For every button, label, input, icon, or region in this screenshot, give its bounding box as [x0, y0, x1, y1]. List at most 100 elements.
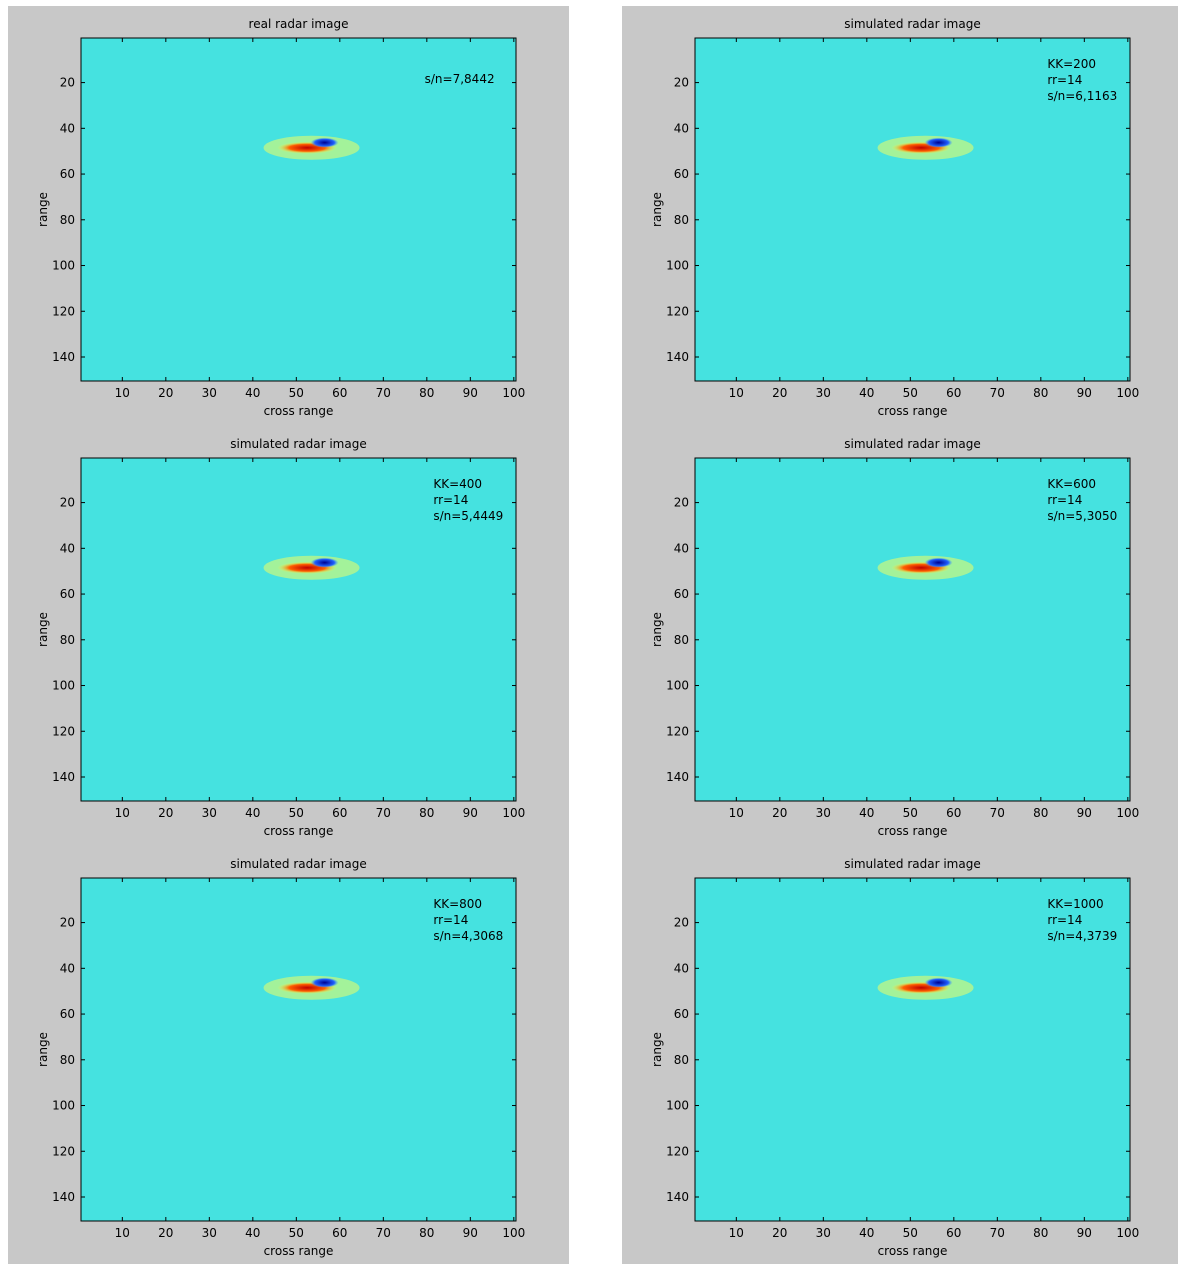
x-tick-label: 10 — [115, 386, 130, 400]
x-axis-label: cross range — [878, 824, 948, 838]
target-cold — [310, 137, 339, 148]
annotation: s/n=5,3050 — [1047, 509, 1117, 523]
x-tick-label: 20 — [158, 1226, 173, 1240]
annotation: s/n=4,3739 — [1047, 929, 1117, 943]
x-tick-label: 10 — [729, 1226, 744, 1240]
chart-title: simulated radar image — [230, 437, 366, 451]
annotation: rr=14 — [433, 913, 468, 927]
x-tick-label: 20 — [772, 806, 787, 820]
y-tick-label: 80 — [60, 633, 75, 647]
annotation: s/n=5,4449 — [433, 509, 503, 523]
x-axis-label: cross range — [878, 1244, 948, 1258]
y-tick-label: 120 — [52, 304, 75, 318]
x-tick-label: 10 — [729, 386, 744, 400]
chart-title: simulated radar image — [230, 857, 366, 871]
x-tick-label: 60 — [946, 806, 961, 820]
heatmap-image — [81, 38, 516, 381]
x-tick-label: 40 — [859, 1226, 874, 1240]
x-tick-label: 80 — [419, 386, 434, 400]
y-tick-label: 120 — [666, 724, 689, 738]
y-tick-label: 80 — [674, 1053, 689, 1067]
y-tick-label: 100 — [666, 1099, 689, 1113]
x-tick-label: 50 — [289, 806, 304, 820]
x-tick-label: 30 — [202, 386, 217, 400]
y-tick-label: 40 — [674, 961, 689, 975]
y-tick-label: 120 — [666, 304, 689, 318]
y-tick-label: 20 — [674, 496, 689, 510]
y-tick-label: 60 — [60, 1007, 75, 1021]
annotation: rr=14 — [1047, 913, 1082, 927]
x-tick-label: 70 — [990, 1226, 1005, 1240]
x-tick-label: 40 — [245, 806, 260, 820]
y-axis-label: range — [650, 1032, 664, 1067]
y-tick-label: 40 — [60, 121, 75, 135]
plot-frame — [80, 37, 517, 382]
x-tick-label: 50 — [289, 386, 304, 400]
y-tick-label: 60 — [674, 167, 689, 181]
x-tick-label: 40 — [859, 806, 874, 820]
target-cold — [310, 557, 339, 568]
x-tick-label: 30 — [816, 806, 831, 820]
x-tick-label: 40 — [245, 1226, 260, 1240]
annotation: rr=14 — [433, 493, 468, 507]
annotation: rr=14 — [1047, 73, 1082, 87]
y-tick-label: 120 — [52, 1144, 75, 1158]
y-tick-label: 40 — [60, 541, 75, 555]
target-cold — [924, 557, 953, 568]
x-tick-label: 100 — [502, 806, 525, 820]
y-tick-label: 60 — [60, 167, 75, 181]
heatmap-image — [695, 878, 1130, 1221]
x-tick-label: 60 — [332, 1226, 347, 1240]
y-tick-label: 120 — [666, 1144, 689, 1158]
y-tick-label: 100 — [52, 679, 75, 693]
y-axis-label: range — [36, 612, 50, 647]
y-tick-label: 20 — [674, 916, 689, 930]
y-tick-label: 60 — [60, 587, 75, 601]
x-tick-label: 70 — [376, 386, 391, 400]
y-tick-label: 140 — [666, 1190, 689, 1204]
y-tick-label: 100 — [666, 679, 689, 693]
chart-title: simulated radar image — [844, 17, 980, 31]
plot-frame — [694, 457, 1131, 802]
y-tick-label: 100 — [52, 1099, 75, 1113]
x-tick-label: 50 — [903, 386, 918, 400]
y-tick-label: 80 — [674, 633, 689, 647]
y-tick-label: 140 — [52, 770, 75, 784]
y-axis-label: range — [650, 612, 664, 647]
annotation: KK=400 — [433, 477, 482, 491]
x-tick-label: 90 — [1077, 386, 1092, 400]
annotation: KK=600 — [1047, 477, 1096, 491]
y-tick-label: 100 — [52, 259, 75, 273]
annotation: rr=14 — [1047, 493, 1082, 507]
annotation: s/n=4,3068 — [433, 929, 503, 943]
x-tick-label: 100 — [502, 1226, 525, 1240]
annotation: KK=800 — [433, 897, 482, 911]
x-tick-label: 10 — [115, 806, 130, 820]
x-tick-label: 80 — [1033, 806, 1048, 820]
plot-frame — [694, 877, 1131, 1222]
x-tick-label: 50 — [903, 806, 918, 820]
chart-title: real radar image — [249, 17, 349, 31]
y-tick-label: 120 — [52, 724, 75, 738]
x-tick-label: 90 — [1077, 806, 1092, 820]
y-tick-label: 60 — [674, 587, 689, 601]
x-tick-label: 50 — [289, 1226, 304, 1240]
y-tick-label: 80 — [60, 213, 75, 227]
y-tick-label: 40 — [674, 541, 689, 555]
y-tick-label: 20 — [60, 76, 75, 90]
x-tick-label: 90 — [463, 806, 478, 820]
annotation: KK=200 — [1047, 57, 1096, 71]
y-axis-label: range — [36, 1032, 50, 1067]
x-tick-label: 80 — [1033, 386, 1048, 400]
x-tick-label: 100 — [1116, 806, 1139, 820]
x-tick-label: 10 — [729, 806, 744, 820]
y-tick-label: 140 — [52, 1190, 75, 1204]
y-tick-label: 80 — [674, 213, 689, 227]
y-axis-label: range — [36, 192, 50, 227]
target-cold — [310, 977, 339, 988]
x-tick-label: 60 — [946, 1226, 961, 1240]
annotation: s/n=7,8442 — [425, 72, 495, 86]
target-cold — [924, 137, 953, 148]
heatmap-image — [81, 878, 516, 1221]
